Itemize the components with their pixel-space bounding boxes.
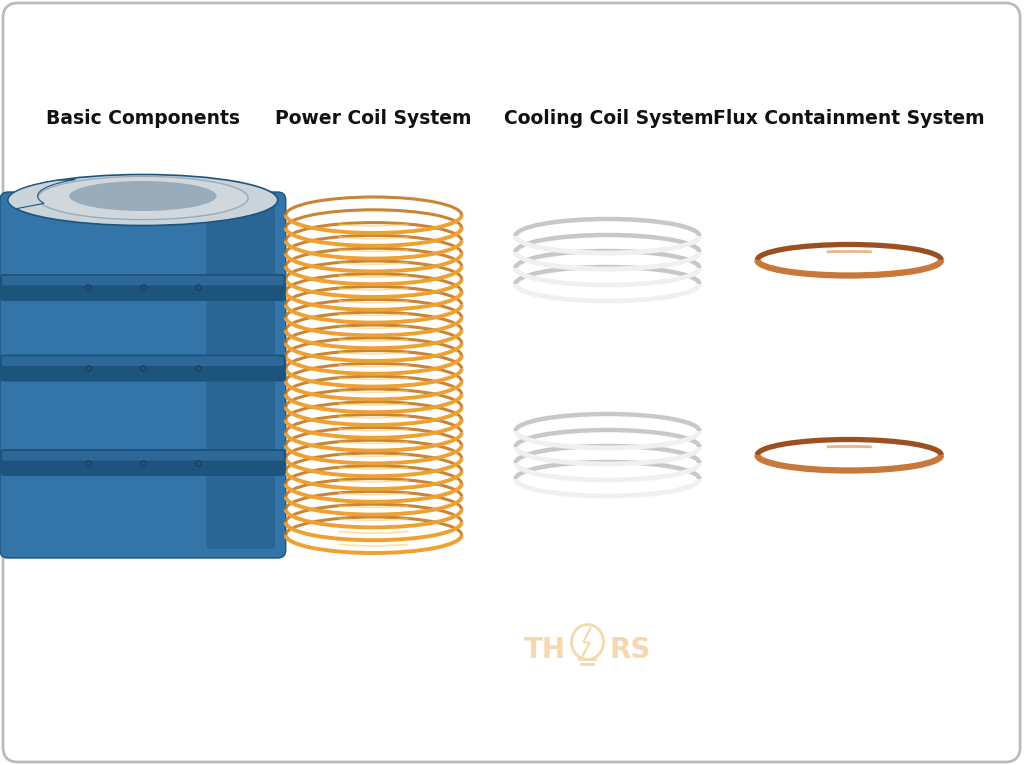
FancyBboxPatch shape: [0, 192, 286, 558]
FancyBboxPatch shape: [3, 3, 1020, 762]
Text: Basic Components: Basic Components: [46, 109, 241, 128]
FancyBboxPatch shape: [206, 201, 275, 549]
Ellipse shape: [38, 177, 248, 220]
FancyBboxPatch shape: [0, 274, 286, 301]
FancyBboxPatch shape: [2, 276, 284, 285]
Text: Flux Containment System: Flux Containment System: [714, 109, 985, 128]
Text: Cooling Coil System: Cooling Coil System: [504, 109, 714, 128]
FancyBboxPatch shape: [0, 354, 286, 382]
Text: Power Coil System: Power Coil System: [275, 109, 472, 128]
Polygon shape: [8, 180, 75, 209]
FancyBboxPatch shape: [0, 449, 286, 476]
Text: TH: TH: [523, 636, 565, 664]
Ellipse shape: [8, 174, 278, 226]
Text: RS: RS: [609, 636, 651, 664]
Ellipse shape: [70, 181, 216, 211]
FancyBboxPatch shape: [2, 451, 284, 461]
FancyBboxPatch shape: [2, 356, 284, 366]
